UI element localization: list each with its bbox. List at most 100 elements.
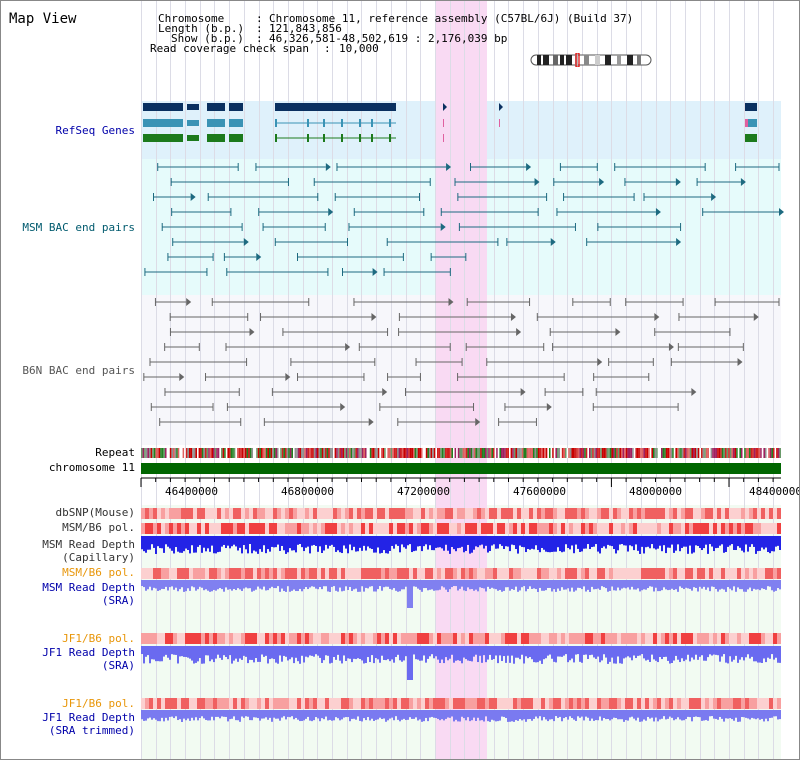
bac-end-arrow	[550, 238, 556, 246]
depth-bar	[271, 536, 273, 547]
grid-line	[508, 1, 509, 759]
repeat-track[interactable]	[141, 448, 781, 458]
heat-cell	[581, 568, 585, 579]
repeat-block	[771, 448, 773, 458]
depth-bar	[247, 580, 249, 589]
jf1-depth-sra-chart[interactable]	[141, 646, 781, 682]
jf1-b6-pol-strip[interactable]	[141, 633, 781, 644]
depth-bar	[437, 536, 439, 548]
refseq-genes-label[interactable]: RefSeq Genes	[55, 124, 135, 137]
depth-bar	[533, 710, 535, 719]
heat-cell	[673, 633, 677, 644]
repeat-block	[494, 448, 497, 458]
depth-bar	[643, 710, 645, 720]
depth-bar	[509, 536, 511, 552]
depth-bar	[227, 536, 229, 546]
heat-cell	[153, 698, 157, 709]
depth-bar	[397, 710, 399, 720]
depth-bar	[291, 536, 293, 551]
depth-bar	[323, 580, 325, 587]
depth-bar	[445, 536, 447, 545]
depth-bar	[475, 580, 477, 590]
msm-b6-pol-strip[interactable]	[141, 523, 781, 534]
depth-bar	[275, 536, 277, 548]
heat-cell	[741, 633, 745, 644]
jf1-depth-trimmed-chart[interactable]	[141, 710, 781, 736]
heat-cell	[645, 568, 649, 579]
msm-depth-capillary-label[interactable]: MSM Read Depth	[42, 538, 135, 551]
heat-cell	[381, 698, 385, 709]
jf1-depth-sra-label[interactable]: JF1 Read Depth	[42, 646, 135, 659]
heat-cell	[437, 568, 441, 579]
depth-bar	[369, 580, 371, 587]
heat-cell	[217, 568, 221, 579]
repeat-block	[512, 448, 514, 458]
heat-cell	[665, 568, 669, 579]
msm-depth-sra-chart[interactable]	[141, 580, 781, 610]
msm-depth-sra-label[interactable]: MSM Read Depth	[42, 581, 135, 594]
heat-cell	[449, 698, 453, 709]
repeat-block	[526, 448, 529, 458]
depth-bar	[647, 646, 649, 660]
b6n-bac-track[interactable]	[1, 1, 800, 451]
depth-bar	[743, 580, 745, 592]
depth-bar	[485, 580, 487, 592]
chromosome-label[interactable]: chromosome 11	[48, 461, 135, 474]
dbsnp-label[interactable]: dbSNP(Mouse)	[55, 506, 135, 519]
heat-cell	[777, 508, 781, 519]
depth-bar	[405, 536, 407, 549]
depth-bar	[759, 710, 761, 720]
msm-depth-capillary-chart[interactable]	[141, 536, 781, 566]
jf1-depth-trimmed-label[interactable]: JF1 Read Depth	[42, 711, 135, 724]
msm-bac-track[interactable]	[1, 1, 800, 301]
depth-bar	[493, 710, 495, 721]
msm-b6-pol-2-strip[interactable]	[141, 568, 781, 579]
heat-cell	[341, 523, 345, 534]
depth-bar	[553, 646, 555, 662]
heat-cell	[237, 698, 241, 709]
heat-cell	[641, 698, 645, 709]
repeat-block	[504, 448, 506, 458]
repeat-block	[398, 448, 401, 458]
chromosome-ideogram[interactable]	[529, 53, 655, 67]
repeat-label[interactable]: Repeat	[95, 446, 135, 459]
depth-bar	[661, 536, 663, 552]
bac-end-arrow	[516, 328, 522, 336]
depth-bar	[661, 580, 663, 591]
depth-bar	[561, 536, 563, 553]
heat-cell	[681, 568, 685, 579]
depth-bar	[687, 710, 689, 717]
depth-bar	[359, 580, 361, 592]
b6n-bac-label[interactable]: B6N BAC end pairs	[22, 364, 135, 377]
depth-bar	[153, 646, 155, 660]
heat-cell	[705, 698, 709, 709]
depth-bar	[277, 646, 279, 664]
repeat-block	[704, 448, 706, 458]
depth-bar	[527, 580, 529, 589]
refseq-genes-track[interactable]	[1, 1, 800, 161]
depth-bar	[217, 536, 219, 553]
depth-bar	[567, 536, 569, 549]
selected-region-highlight[interactable]	[435, 1, 487, 759]
depth-bar	[361, 710, 363, 722]
depth-bar	[703, 710, 705, 721]
jf1-b6-pol-2-strip[interactable]	[141, 698, 781, 709]
repeat-block	[358, 448, 361, 458]
depth-bar	[575, 710, 577, 721]
repeat-block	[149, 448, 151, 458]
dbsnp-strip[interactable]	[141, 508, 781, 519]
repeat-block	[353, 448, 356, 458]
repeat-block	[195, 448, 197, 458]
msm-b6-pol-label[interactable]: MSM/B6 pol.	[62, 521, 135, 534]
depth-bar	[709, 646, 711, 655]
msm-bac-label[interactable]: MSM BAC end pairs	[22, 221, 135, 234]
bac-end-arrow	[668, 343, 674, 351]
msm-b6-pol-2-label[interactable]: MSM/B6 pol.	[62, 566, 135, 579]
chromosome-bar[interactable]	[141, 463, 781, 474]
depth-bar	[685, 646, 687, 660]
depth-bar	[371, 710, 373, 719]
jf1-b6-pol-label[interactable]: JF1/B6 pol.	[62, 632, 135, 645]
depth-bar	[301, 580, 303, 592]
heat-cell	[689, 698, 693, 709]
jf1-b6-pol-2-label[interactable]: JF1/B6 pol.	[62, 697, 135, 710]
